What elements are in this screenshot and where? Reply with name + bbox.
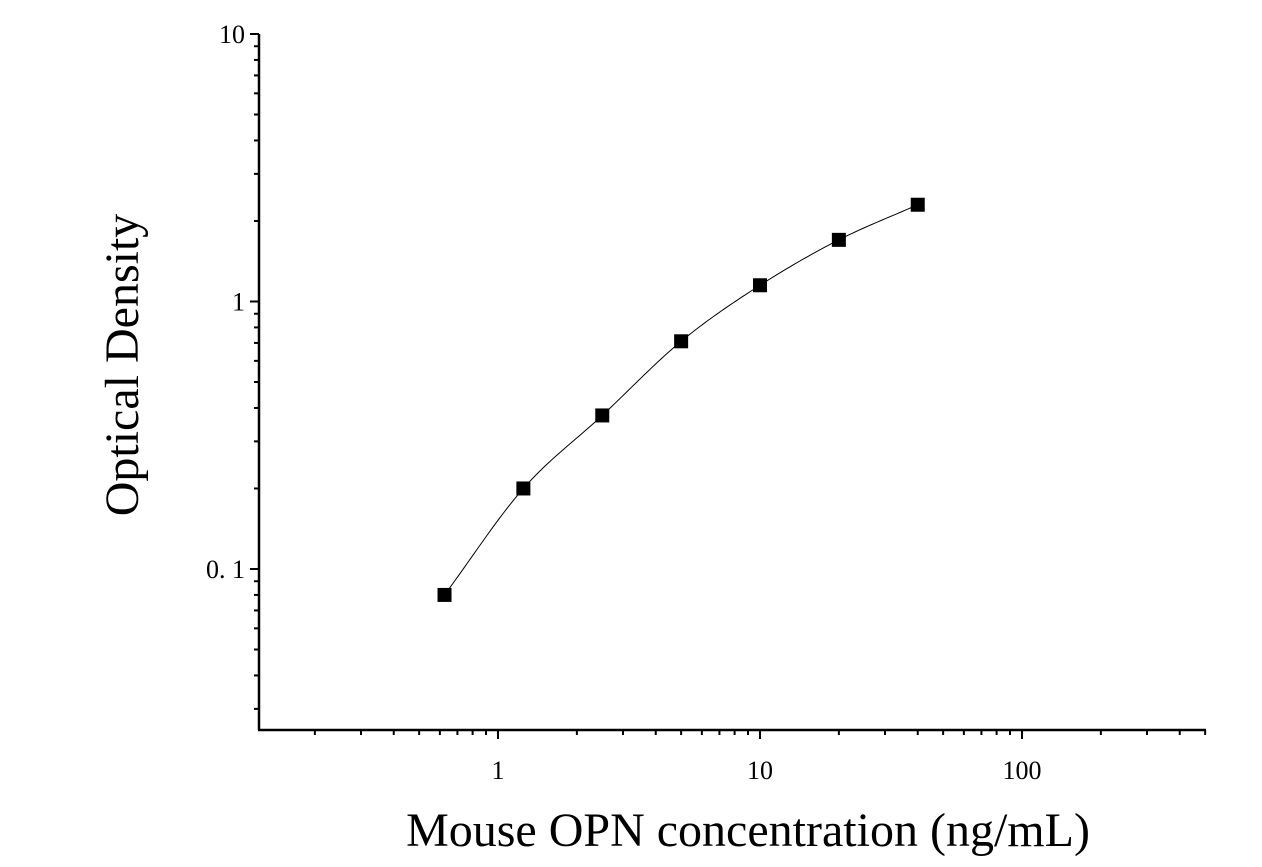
- data-point: [516, 481, 531, 496]
- markers-layer: [437, 197, 925, 602]
- y-tick-label: 1: [232, 288, 245, 317]
- fit-curve: [444, 204, 918, 596]
- axes-layer: [250, 33, 1207, 739]
- data-point: [831, 232, 846, 247]
- y-axis-title: Optical Density: [96, 214, 149, 517]
- x-axis-title: Mouse OPN concentration (ng/mL): [406, 804, 1090, 857]
- data-point: [753, 278, 767, 293]
- y-tick-label: 0. 1: [206, 555, 245, 584]
- data-point: [674, 334, 689, 349]
- y-tick-label: 10: [219, 20, 245, 49]
- x-tick-label: 10: [747, 756, 773, 785]
- data-point: [437, 587, 452, 602]
- x-tick-label: 100: [1003, 756, 1042, 785]
- tick-labels-layer: 1 10 100 0. 1 1 10: [206, 20, 1042, 785]
- x-tick-label: 1: [492, 756, 505, 785]
- data-point: [910, 197, 925, 212]
- data-point: [595, 408, 610, 423]
- fit-curve-layer: [444, 204, 918, 596]
